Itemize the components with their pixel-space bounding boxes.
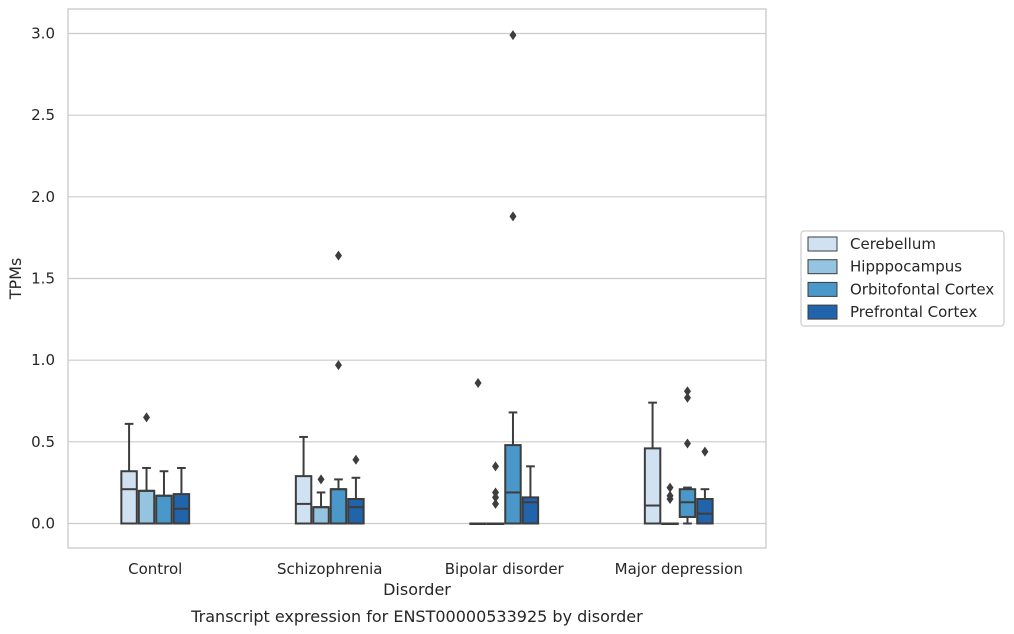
y-tick-label: 3.0 [31,25,55,43]
y-tick-label: 2.0 [31,188,55,206]
outlier-point [492,498,500,509]
box-2-1 [329,250,348,525]
outlier-point [474,378,482,389]
outlier-point [334,250,342,261]
outlier-point [352,454,360,465]
legend-swatch [807,236,838,252]
legend-label: Orbitofontal Cortex [850,280,994,298]
legend-label: Cerebellum [850,235,936,253]
box-0-1 [294,435,313,525]
box-2-2 [504,30,522,525]
outlier-point [683,386,691,397]
y-tick-label: 2.5 [31,106,55,124]
outlier-point [509,211,517,222]
outlier-point [683,438,691,449]
box-plot-marks [120,30,714,525]
x-axis-ticks: Control Schizophrenia Bipolar disorder Majo… [128,560,743,578]
box-3-3 [696,446,714,525]
box-body [137,489,156,525]
y-axis-ticks: 0.0 0.5 1.0 1.5 2.0 2.5 3.0 [31,25,55,533]
legend: Cerebellum Hipppocampus Orbitofontal Corte… [800,230,1005,327]
legend-label: Hipppocampus [850,258,962,276]
y-tick-label: 1.5 [31,270,55,288]
box-body [155,494,173,525]
plot-frame [67,8,767,549]
box-2-0 [155,470,173,525]
y-tick-label: 0.5 [31,433,55,451]
outlier-point [492,461,500,472]
box-0-3 [643,401,662,525]
box-body [312,506,330,525]
y-axis-label: TPMs [6,258,25,301]
outlier-point [492,492,500,503]
box-body [347,498,365,525]
box-1-0 [137,412,156,525]
outlier-point [317,474,325,485]
outlier-point [683,392,691,403]
y-tick-label: 1.0 [31,351,55,369]
box-body [643,447,662,525]
legend-label: Prefrontal Cortex [850,303,977,321]
x-tick-label: Major depression [615,560,743,578]
box-3-0 [172,466,191,525]
x-axis-label: Disorder [383,580,451,599]
x-tick-label: Schizophrenia [277,560,382,578]
grid-lines [68,32,766,525]
legend-swatch [807,304,838,320]
box-body [329,488,348,525]
box-2-3 [678,386,697,525]
box-body [696,498,714,525]
outlier-point [701,446,709,457]
box-3-2 [521,465,540,525]
box-3-1 [347,454,365,525]
box-1-2 [486,461,505,525]
legend-swatch [807,281,838,297]
legend-swatch [807,259,838,275]
outlier-point [334,360,342,371]
x-tick-label: Control [128,560,182,578]
x-tick-label: Bipolar disorder [445,560,565,578]
box-0-2 [469,378,487,525]
box-body [521,496,540,525]
box-1-3 [661,482,679,525]
outlier-point [666,490,674,501]
box-body [294,475,313,525]
legend-frame [800,230,1005,327]
outlier-point [509,30,517,41]
box-1-1 [312,474,330,525]
chart-caption: Transcript expression for ENST0000053392… [190,607,643,626]
y-tick-label: 0.0 [31,515,55,533]
box-body [504,444,522,525]
outlier-point [666,482,674,493]
box-0-0 [120,422,138,525]
box-body [120,470,138,525]
outlier-point [143,412,151,423]
